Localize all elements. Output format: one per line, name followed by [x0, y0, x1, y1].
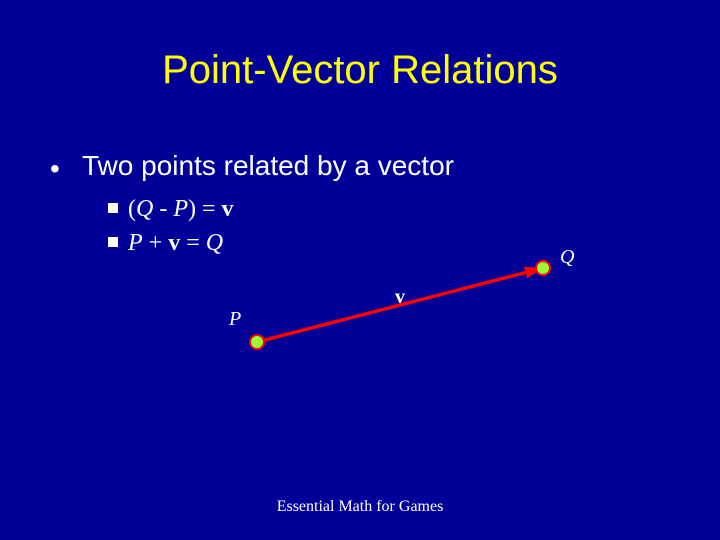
arrow-svg: [225, 250, 585, 355]
title-text: Point-Vector Relations: [162, 48, 558, 92]
subpoint-0: (Q - P) = v: [108, 196, 234, 223]
footer-text: Essential Math for Games: [277, 498, 444, 515]
vector-diagram: P Q v: [225, 250, 585, 355]
slide: Point-Vector Relations • Two points rela…: [0, 0, 720, 540]
subpoint-1-text: P + v = Q: [128, 230, 223, 256]
label-q: Q: [560, 246, 574, 269]
label-v: v: [395, 286, 405, 309]
bullet-level1: • Two points related by a vector: [50, 150, 454, 182]
point-q: [535, 260, 551, 276]
label-q-text: Q: [560, 246, 574, 268]
square-bullet-icon: [108, 237, 118, 247]
subpoint-1: P + v = Q: [108, 230, 223, 257]
square-bullet-icon: [108, 203, 118, 213]
point-p: [249, 334, 265, 350]
label-v-text: v: [395, 286, 405, 308]
slide-title: Point-Vector Relations: [0, 48, 720, 93]
label-p: P: [229, 308, 241, 331]
subpoint-0-text: (Q - P) = v: [128, 196, 234, 222]
footer: Essential Math for Games: [0, 498, 720, 516]
bullet-text: Two points related by a vector: [82, 150, 454, 181]
label-p-text: P: [229, 308, 241, 330]
bullet-marker: •: [50, 153, 60, 185]
